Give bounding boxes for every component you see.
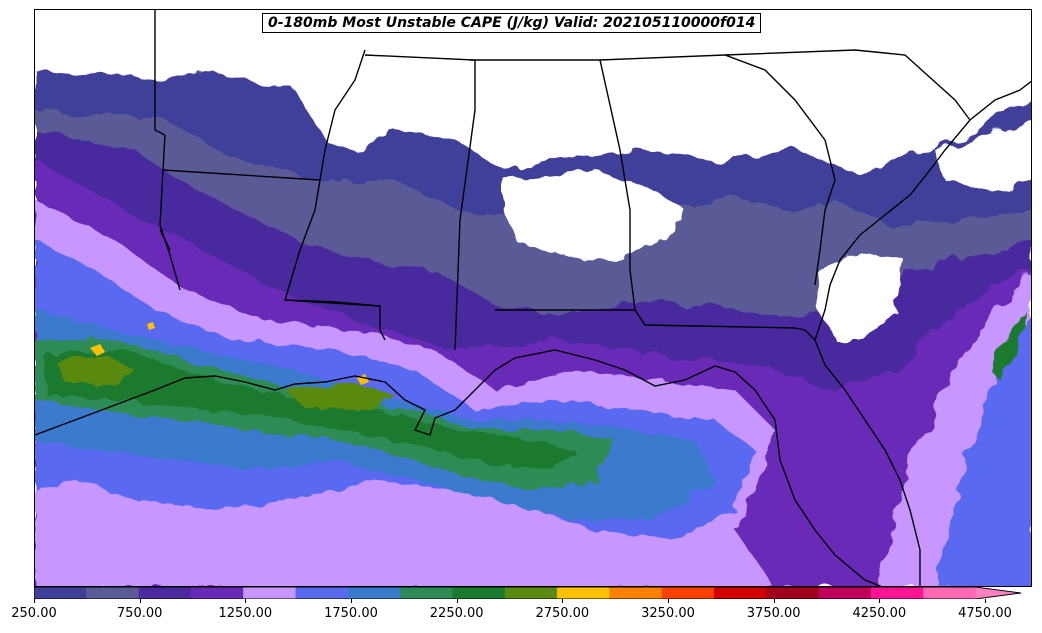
cape-2250-region (45, 350, 575, 470)
colorbar-segment (347, 587, 401, 599)
border-ga-sc (599, 54, 836, 286)
border-ms-al (364, 54, 476, 351)
colorbar-tick-mark (773, 599, 775, 603)
colorbar-segment (243, 587, 297, 599)
border-tx-ok (154, 10, 166, 136)
colorbar-segment (818, 587, 872, 599)
colorbar-segment (870, 587, 924, 599)
colorbar-segment (714, 587, 767, 599)
cape-east-band-core (990, 310, 1025, 380)
colorbar-tick-label: 3750.00 (746, 606, 801, 621)
no-cape-carolinas (935, 120, 1031, 190)
colorbar-tick-label: 750.00 (116, 606, 163, 621)
boundary-layer (35, 10, 1031, 586)
colorbar-tick-label: 1250.00 (218, 606, 273, 621)
border-al-ga (470, 59, 636, 311)
border-ms-la (284, 299, 381, 307)
colorbar-tick-mark (456, 599, 458, 603)
colorbar-tick-mark (985, 599, 986, 603)
colorbar-segment (190, 587, 244, 599)
colorbar-segment (295, 587, 349, 599)
colorbar-tick-label: 3250.00 (641, 606, 695, 621)
no-cape-north (35, 10, 1031, 140)
colorbar-tick-label: 4250.00 (852, 606, 907, 621)
gulf-coastline (35, 349, 882, 586)
colorbar-tick-label: 2750.00 (535, 606, 590, 621)
no-cape-alabama (505, 170, 685, 260)
colorbar-segment (661, 587, 715, 599)
colorbar (34, 587, 1022, 599)
colorbar-tick-label: 1750.00 (324, 606, 378, 621)
colorbar-segment (138, 587, 192, 599)
border-ga-fl (794, 327, 816, 341)
colorbar-tick-mark (351, 599, 352, 603)
colorbar-tick-mark (245, 599, 247, 603)
colorbar-segment (609, 587, 663, 599)
border-ar-la (159, 229, 171, 251)
cape-fill-layer (35, 10, 1031, 586)
colorbar-segment (452, 587, 506, 599)
border-ar-north (162, 169, 321, 181)
florida-east-coast (814, 339, 921, 586)
colorbar-tick-mark (139, 599, 141, 603)
cape-east-band-inner (935, 312, 1031, 586)
border-ar-west (159, 134, 181, 291)
cape-2500-region (55, 355, 395, 410)
mississippi-river (284, 49, 386, 341)
border-tn-nc (724, 49, 971, 121)
map-panel (34, 9, 1032, 587)
colorbar-tick-mark (879, 599, 881, 603)
border-al-fl (495, 309, 796, 329)
colorbar-segment (400, 587, 453, 599)
colorbar-segment (766, 587, 820, 599)
colorbar-extend-arrow (975, 587, 1022, 599)
atlantic-coastline (814, 80, 1031, 341)
colorbar-tick-mark (562, 599, 564, 603)
cape-map (35, 10, 1031, 586)
map-title: 0-180mb Most Unstable CAPE (J/kg) Valid:… (262, 13, 762, 33)
colorbar-tick-mark (668, 599, 669, 603)
colorbar-outline (34, 587, 1022, 599)
colorbar-segment (923, 587, 977, 599)
no-cape-georgia (815, 250, 905, 340)
colorbar-tick-mark (34, 599, 35, 603)
colorbar-tick-label: 4750.00 (958, 606, 1012, 621)
colorbar-segment (34, 587, 87, 599)
colorbar-segment (504, 587, 558, 599)
colorbar-segment (557, 587, 610, 599)
colorbar-tick-label: 2250.00 (429, 606, 484, 621)
colorbar-tick-label: 250.00 (11, 606, 57, 621)
colorbar-segment (86, 587, 140, 599)
